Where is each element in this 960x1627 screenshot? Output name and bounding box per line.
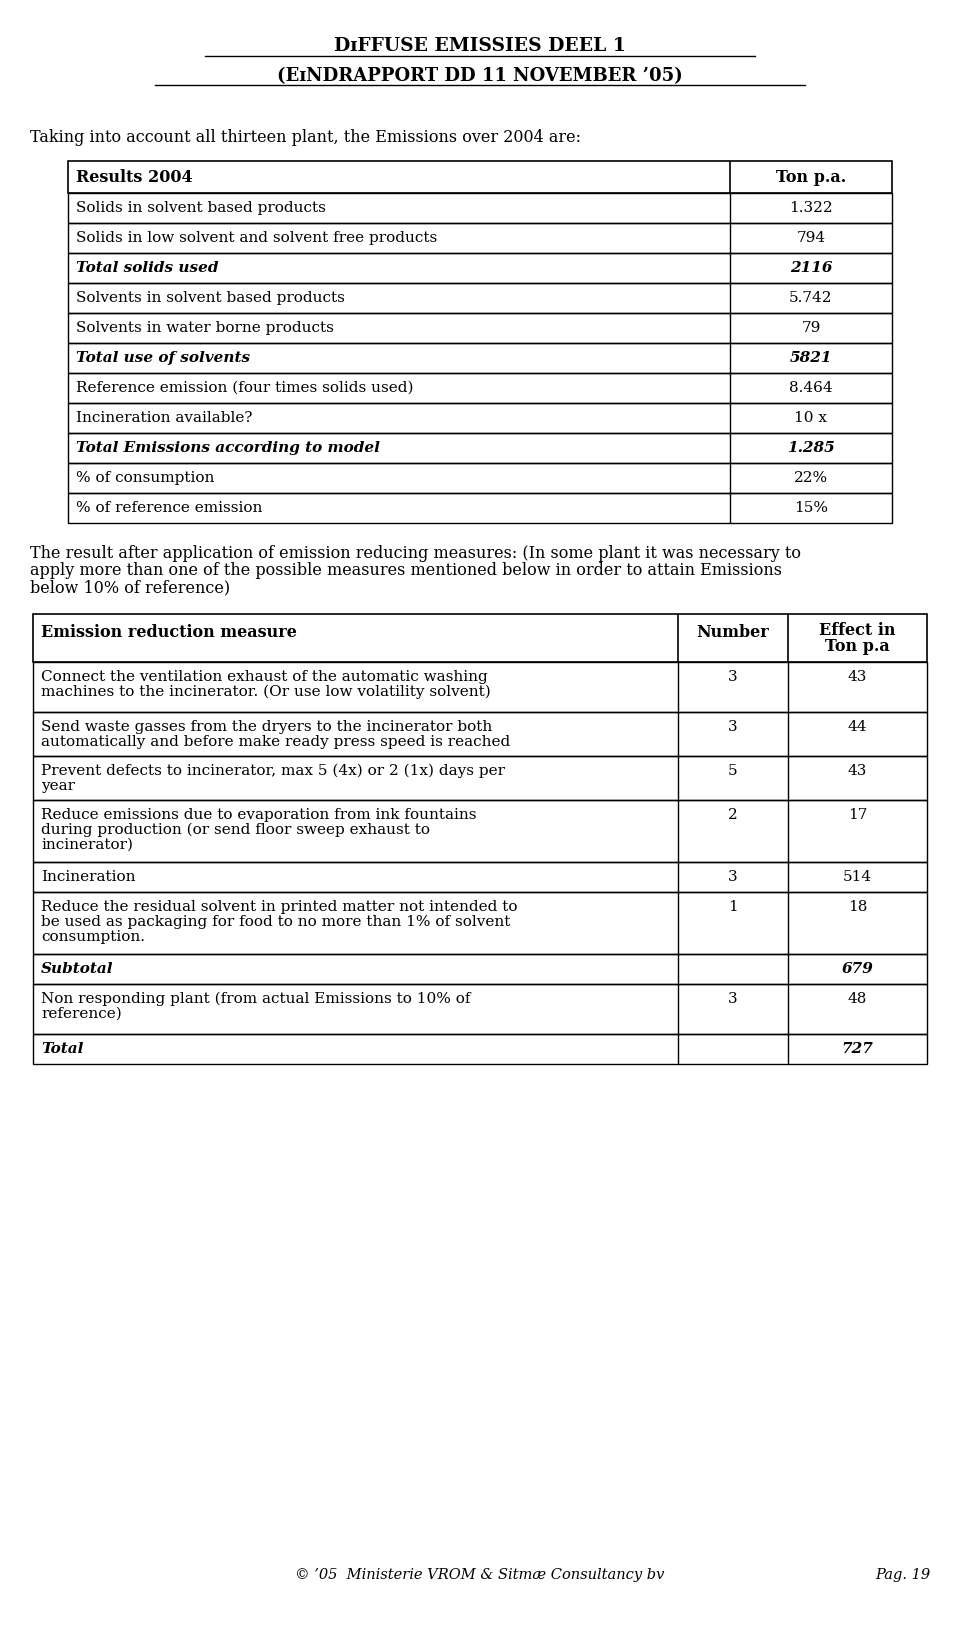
Text: 5: 5	[729, 765, 738, 778]
Bar	[33, 953, 927, 984]
Text: Effect in: Effect in	[819, 622, 896, 639]
Text: Ton p.a: Ton p.a	[826, 638, 890, 656]
Bar	[68, 283, 892, 312]
Bar	[33, 713, 927, 757]
Bar	[68, 373, 892, 403]
Bar	[33, 1035, 927, 1064]
Text: Subtotal: Subtotal	[41, 962, 113, 976]
Text: 679: 679	[842, 962, 874, 976]
Text: 8.464: 8.464	[789, 381, 833, 395]
Text: % of reference emission: % of reference emission	[76, 501, 262, 516]
Text: Total: Total	[41, 1041, 84, 1056]
Text: 43: 43	[848, 765, 867, 778]
Text: machines to the incinerator. (Or use low volatility solvent): machines to the incinerator. (Or use low…	[41, 685, 491, 700]
Bar	[68, 161, 892, 194]
Text: 5.742: 5.742	[789, 291, 832, 304]
Bar	[33, 862, 927, 892]
Text: Incineration: Incineration	[41, 870, 135, 883]
Text: Non responding plant (from actual Emissions to 10% of: Non responding plant (from actual Emissi…	[41, 992, 470, 1007]
Text: incinerator): incinerator)	[41, 838, 133, 853]
Text: 3: 3	[729, 870, 738, 883]
Bar	[33, 984, 927, 1035]
Text: (EɪNDRAPPORT DD 11 NOVEMBER ’05): (EɪNDRAPPORT DD 11 NOVEMBER ’05)	[277, 67, 683, 85]
Text: 2: 2	[728, 809, 738, 822]
Text: 48: 48	[848, 992, 867, 1005]
Text: Total use of solvents: Total use of solvents	[76, 351, 251, 364]
Text: apply more than one of the possible measures mentioned below in order to attain : apply more than one of the possible meas…	[30, 561, 782, 579]
Text: Solids in low solvent and solvent free products: Solids in low solvent and solvent free p…	[76, 231, 437, 246]
Bar	[33, 613, 927, 662]
Text: 514: 514	[843, 870, 872, 883]
Bar	[33, 662, 927, 713]
Text: 5821: 5821	[790, 351, 832, 364]
Text: Connect the ventilation exhaust of the automatic washing: Connect the ventilation exhaust of the a…	[41, 670, 488, 683]
Text: 3: 3	[729, 670, 738, 683]
Text: be used as packaging for food to no more than 1% of solvent: be used as packaging for food to no more…	[41, 914, 511, 929]
Text: 3: 3	[729, 721, 738, 734]
Text: Ton p.a.: Ton p.a.	[776, 169, 846, 185]
Text: © ’05  Ministerie VROM & Sitmæ Consultancy bv: © ’05 Ministerie VROM & Sitmæ Consultanc…	[296, 1568, 664, 1581]
Text: Solvents in solvent based products: Solvents in solvent based products	[76, 291, 345, 304]
Text: Solids in solvent based products: Solids in solvent based products	[76, 202, 325, 215]
Text: Incineration available?: Incineration available?	[76, 412, 252, 425]
Text: year: year	[41, 779, 75, 792]
Text: below 10% of reference): below 10% of reference)	[30, 579, 230, 595]
Text: Results 2004: Results 2004	[76, 169, 193, 185]
Text: 2116: 2116	[790, 260, 832, 275]
Text: 1.285: 1.285	[787, 441, 835, 456]
Bar	[33, 892, 927, 953]
Text: Reference emission (four times solids used): Reference emission (four times solids us…	[76, 381, 414, 395]
Text: 15%: 15%	[794, 501, 828, 516]
Bar	[68, 464, 892, 493]
Text: automatically and before make ready press speed is reached: automatically and before make ready pres…	[41, 735, 511, 748]
Text: Emission reduction measure: Emission reduction measure	[41, 625, 297, 641]
Bar	[68, 223, 892, 254]
Text: 1: 1	[728, 900, 738, 914]
Text: 43: 43	[848, 670, 867, 683]
Bar	[68, 312, 892, 343]
Text: Reduce emissions due to evaporation from ink fountains: Reduce emissions due to evaporation from…	[41, 809, 476, 822]
Text: 10 x: 10 x	[795, 412, 828, 425]
Text: Number: Number	[697, 625, 769, 641]
Text: Total Emissions according to model: Total Emissions according to model	[76, 441, 380, 456]
Bar	[68, 493, 892, 522]
Text: 18: 18	[848, 900, 867, 914]
Text: 44: 44	[848, 721, 867, 734]
Text: 727: 727	[842, 1041, 874, 1056]
Bar	[33, 800, 927, 862]
Text: % of consumption: % of consumption	[76, 470, 214, 485]
Text: 17: 17	[848, 809, 867, 822]
Text: Send waste gasses from the dryers to the incinerator both: Send waste gasses from the dryers to the…	[41, 721, 492, 734]
Bar	[68, 194, 892, 223]
Text: 1.322: 1.322	[789, 202, 833, 215]
Bar	[68, 403, 892, 433]
Text: 794: 794	[797, 231, 826, 246]
Text: Taking into account all thirteen plant, the Emissions over 2004 are:: Taking into account all thirteen plant, …	[30, 129, 581, 146]
Text: 22%: 22%	[794, 470, 828, 485]
Bar	[33, 757, 927, 800]
Bar	[68, 343, 892, 373]
Text: 3: 3	[729, 992, 738, 1005]
Text: Prevent defects to incinerator, max 5 (4x) or 2 (1x) days per: Prevent defects to incinerator, max 5 (4…	[41, 765, 505, 778]
Text: Solvents in water borne products: Solvents in water borne products	[76, 321, 334, 335]
Text: The result after application of emission reducing measures: (In some plant it wa: The result after application of emission…	[30, 545, 801, 561]
Text: reference): reference)	[41, 1007, 122, 1022]
Bar	[68, 254, 892, 283]
Text: during production (or send floor sweep exhaust to: during production (or send floor sweep e…	[41, 823, 430, 838]
Text: DɪFFUSE EMISSIES DEEL 1: DɪFFUSE EMISSIES DEEL 1	[334, 37, 626, 55]
Bar	[68, 433, 892, 464]
Text: Reduce the residual solvent in printed matter not intended to: Reduce the residual solvent in printed m…	[41, 900, 517, 914]
Text: Pag. 19: Pag. 19	[875, 1568, 930, 1581]
Text: Total solids used: Total solids used	[76, 260, 219, 275]
Text: consumption.: consumption.	[41, 931, 145, 944]
Text: 79: 79	[802, 321, 821, 335]
